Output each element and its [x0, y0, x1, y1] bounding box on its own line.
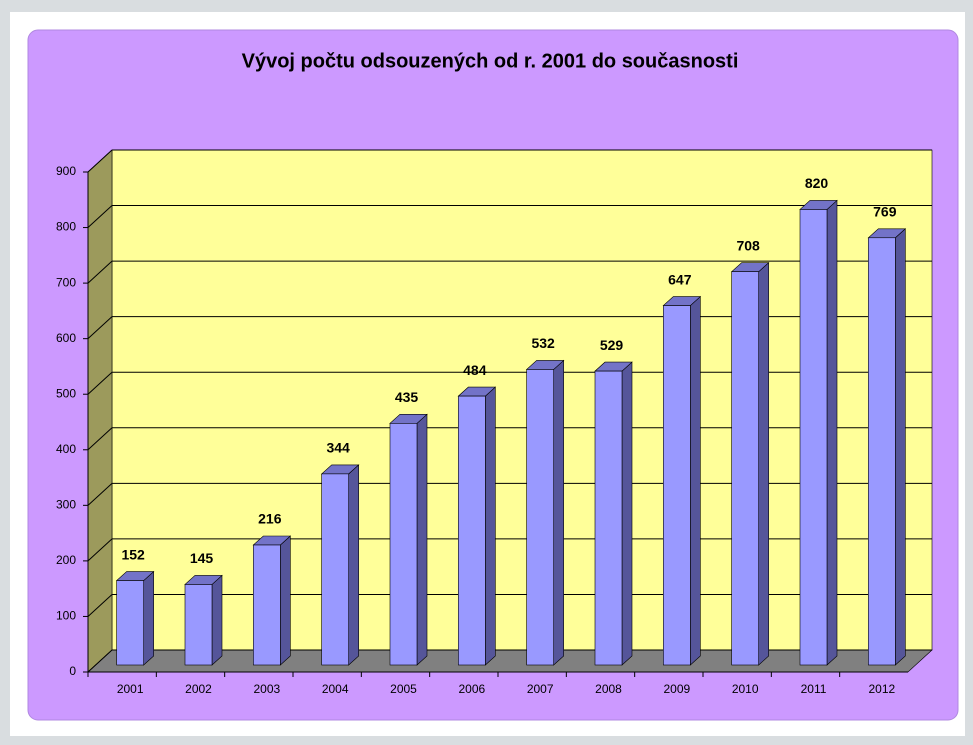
bar-front: [868, 237, 896, 666]
bar: [389, 413, 428, 666]
bar-side: [211, 574, 223, 666]
y-tick-label: 100: [56, 609, 76, 623]
bar: [184, 574, 223, 666]
x-tick-label: 2009: [663, 682, 690, 696]
grid-line-side: [87, 649, 113, 673]
bar-front: [389, 423, 418, 666]
grid-line-side: [87, 482, 113, 506]
grid-line-side: [87, 260, 113, 284]
data-label: 435: [395, 389, 419, 405]
chart-title: Vývoj počtu odsouzených od r. 2001 do so…: [242, 50, 739, 72]
bar: [252, 535, 292, 666]
data-label: 647: [668, 271, 692, 287]
x-tick-label: 2008: [595, 682, 622, 696]
x-tick-label: 2007: [527, 682, 554, 696]
bar-side: [553, 359, 564, 666]
grid-line-side: [87, 427, 113, 451]
x-tick-label: 2003: [253, 682, 280, 696]
y-tick-label: 900: [56, 164, 76, 178]
bar-front: [663, 305, 691, 666]
bar-side: [826, 199, 838, 666]
bar-side: [280, 535, 291, 666]
bar-front: [458, 395, 486, 666]
bar-front: [731, 271, 759, 666]
x-tick-label: 2010: [732, 682, 759, 696]
x-tick-label: 2002: [185, 682, 212, 696]
bar: [320, 464, 360, 666]
bar-side: [621, 361, 633, 666]
side-wall: [87, 149, 113, 673]
x-tick-label: 2011: [801, 682, 827, 696]
bar-front: [594, 370, 623, 666]
y-tick-label: 500: [56, 386, 76, 400]
x-tick-label: 2012: [868, 682, 895, 696]
y-tick-label: 400: [56, 442, 76, 456]
bar: [115, 570, 155, 666]
bar: [525, 359, 565, 666]
data-label: 769: [873, 203, 897, 219]
bar: [662, 295, 702, 666]
data-label: 152: [121, 546, 145, 562]
y-tick-label: 800: [56, 220, 76, 234]
data-label: 820: [805, 175, 829, 191]
data-label: 532: [531, 335, 555, 351]
bar-side: [416, 413, 428, 666]
data-label: 529: [600, 337, 624, 353]
data-label: 145: [190, 550, 214, 566]
grid-line-side: [87, 371, 113, 395]
bar-front: [321, 473, 349, 666]
bar: [730, 261, 770, 666]
y-tick-label: 700: [56, 275, 76, 289]
x-tick-label: 2006: [458, 682, 485, 696]
grid-line-side: [87, 594, 113, 617]
x-tick-label: 2001: [117, 682, 144, 696]
bar-side: [758, 261, 769, 666]
bar-side: [143, 570, 154, 666]
x-tick-label: 2004: [322, 682, 349, 696]
bar: [457, 386, 497, 666]
data-label: 484: [463, 362, 487, 378]
bar: [594, 361, 633, 666]
plot: 0 100 200 300 400 500 600 700 800 900 2001 152 2002 1…: [56, 149, 932, 696]
bar-side: [690, 295, 701, 666]
bar: [867, 228, 907, 666]
grid-line-side: [87, 316, 113, 340]
bar-side: [348, 464, 359, 666]
y-tick-label: 200: [56, 553, 76, 567]
y-tick-label: 300: [56, 498, 76, 512]
data-label: 344: [326, 440, 350, 456]
bar-front: [253, 544, 281, 666]
y-tick-label: 600: [56, 331, 76, 345]
bar-front: [116, 580, 144, 666]
y-tick-label: 0: [69, 664, 76, 678]
bar-side: [485, 386, 496, 666]
x-tick-label: 2005: [390, 682, 417, 696]
grid-line-side: [87, 538, 113, 562]
grid-line-side: [87, 205, 113, 228]
bar-front: [799, 209, 828, 666]
bar-front: [184, 584, 213, 666]
data-label: 216: [258, 511, 282, 527]
grid-line-side: [87, 149, 113, 173]
bar-front: [526, 369, 554, 666]
bar: [799, 199, 838, 666]
bar-side: [895, 228, 906, 666]
data-label: 708: [736, 237, 760, 253]
